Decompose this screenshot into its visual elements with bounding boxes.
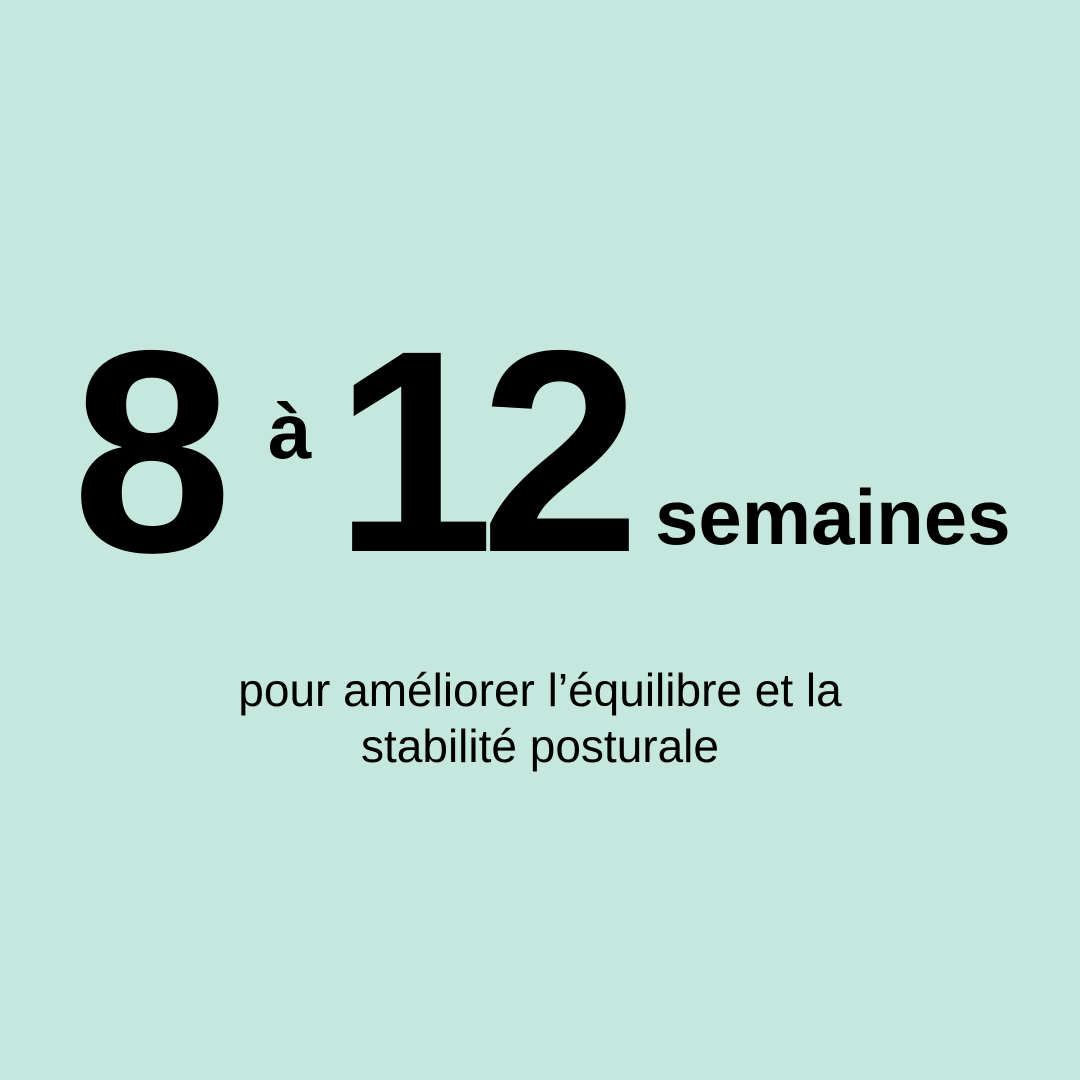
connector-text: à [268,387,312,475]
subtitle-line-1: pour améliorer l’équilibre et la [238,664,842,716]
subtitle-line-2: stabilité posturale [361,720,719,772]
number-to: 12 [334,291,640,613]
unit-label: semaines [655,473,1011,561]
number-from: 8 [72,291,232,613]
subtitle: pour améliorer l’équilibre et la stabili… [0,662,1080,774]
